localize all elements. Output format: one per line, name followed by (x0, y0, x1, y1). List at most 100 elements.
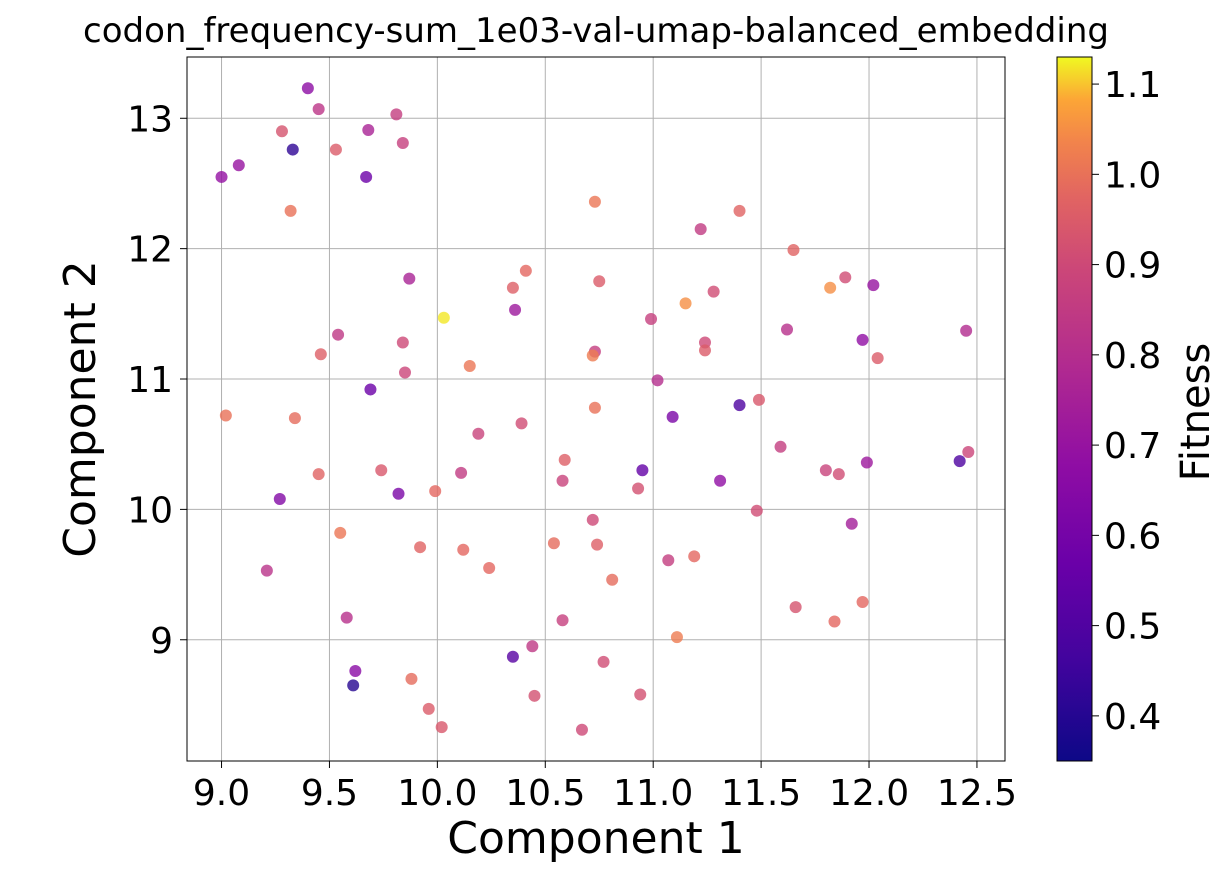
scatter-point (435, 721, 448, 734)
scatter-point (403, 272, 416, 285)
scatter-point (360, 170, 373, 183)
scatter-point (349, 665, 362, 678)
scatter-point (329, 143, 342, 156)
scatter-point (414, 541, 427, 554)
chart-title: codon_frequency-sum_1e03-val-umap-balanc… (83, 11, 1109, 51)
scatter-point (219, 409, 232, 422)
x-tick-label: 9.0 (193, 773, 250, 814)
scatter-point (558, 453, 571, 466)
scatter-point (953, 455, 966, 468)
scatter-point (634, 688, 647, 701)
y-tick-label: 13 (127, 99, 173, 140)
x-axis-label: Component 1 (447, 813, 744, 864)
scatter-point (845, 517, 858, 530)
scatter-point (332, 328, 345, 341)
scatter-point (396, 336, 409, 349)
scatter-point (688, 550, 701, 563)
scatter-point (632, 482, 645, 495)
x-tick-label: 10.0 (397, 773, 477, 814)
scatter-point (288, 412, 301, 425)
x-tick-label: 12.5 (937, 773, 1017, 814)
scatter-point (694, 223, 707, 236)
x-tick-label: 11.5 (721, 773, 801, 814)
scatter-point (312, 103, 325, 116)
y-tick-label: 9 (150, 621, 173, 662)
scatter-point (422, 702, 435, 715)
x-tick-label: 11.0 (613, 773, 693, 814)
x-tick-label: 9.5 (301, 773, 358, 814)
scatter-point (232, 159, 245, 172)
scatter-point (405, 672, 418, 685)
colorbar-tick-label: 1.0 (1104, 155, 1161, 196)
scatter-point (528, 689, 541, 702)
scatter-point (962, 446, 975, 459)
scatter-point (396, 137, 409, 150)
scatter-point (519, 264, 532, 277)
scatter-point (556, 614, 569, 627)
scatter-point (666, 410, 679, 423)
x-axis-ticks: 9.0 9.5 10.0 10.5 11.0 11.5 12.0 12.5 (193, 761, 1017, 814)
colorbar-tick-label: 1.1 (1104, 65, 1161, 106)
scatter-point (429, 485, 442, 498)
scatter-point (284, 204, 297, 217)
scatter-point (698, 344, 711, 357)
scatter-point (364, 383, 377, 396)
colorbar-tick-label: 0.4 (1104, 697, 1161, 738)
scatter-point (606, 573, 619, 586)
y-tick-label: 10 (127, 490, 173, 531)
scatter-point (215, 170, 228, 183)
scatter-point (455, 466, 468, 479)
scatter-point (260, 564, 273, 577)
scatter-point (824, 281, 837, 294)
scatter-point (839, 271, 852, 284)
scatter-point (340, 611, 353, 624)
scatter-point (591, 538, 604, 551)
scatter-point (586, 349, 599, 362)
scatter-point (860, 456, 873, 469)
scatter-point (457, 543, 470, 556)
colorbar-label: Fitness (1173, 343, 1219, 482)
scatter-point (312, 468, 325, 481)
scatter-point (752, 393, 765, 406)
scatter-point (750, 504, 763, 517)
scatter-point (509, 303, 522, 316)
colorbar-tick-label: 0.8 (1104, 336, 1161, 377)
scatter-point (960, 324, 973, 337)
scatter-point (286, 143, 299, 156)
colorbar (1056, 56, 1093, 762)
scatter-point (506, 650, 519, 663)
scatter-point (828, 615, 841, 628)
scatter-point (347, 679, 360, 692)
plot-frame (186, 56, 1006, 762)
y-tick-label: 11 (127, 360, 173, 401)
grid-lines (187, 57, 1005, 761)
scatter-point (588, 401, 601, 414)
x-tick-label: 12.0 (829, 773, 909, 814)
scatter-point (679, 297, 692, 310)
scatter-point (645, 313, 658, 326)
scatter-point (707, 285, 720, 298)
scatter-point (733, 204, 746, 217)
scatter-point (597, 655, 610, 668)
scatter-point (588, 195, 601, 208)
scatter-point (392, 487, 405, 500)
scatter-point (662, 554, 675, 567)
scatter-point (526, 640, 539, 653)
scatter-point (463, 359, 476, 372)
scatter-point (651, 374, 664, 387)
scatter-point (437, 311, 450, 324)
scatter-point (789, 601, 802, 614)
scatter-point (714, 474, 727, 487)
scatter-point (781, 323, 794, 336)
y-axis-ticks: 9 10 11 12 13 (127, 99, 187, 662)
scatter-point (819, 464, 832, 477)
scatter-point (390, 108, 403, 121)
colorbar-tick-label: 0.9 (1104, 246, 1161, 287)
scatter-point (334, 526, 347, 539)
scatter-point (273, 492, 286, 505)
scatter-point (586, 513, 599, 526)
colorbar-tick-label: 0.6 (1104, 516, 1161, 557)
scatter-point (636, 464, 649, 477)
scatter-point (398, 366, 411, 379)
scatter-point (275, 125, 288, 138)
